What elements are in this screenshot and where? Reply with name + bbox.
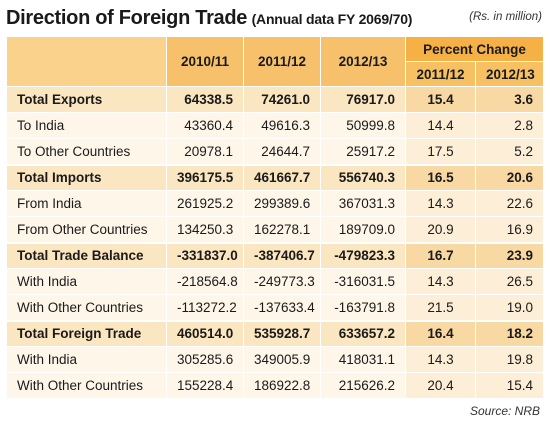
- row-label: Total Trade Balance: [6, 241, 167, 269]
- header-percent-year: 2012/13: [475, 61, 544, 87]
- percent-cell: 5.2: [475, 138, 544, 165]
- table-row: To India 43360.4 49616.3 50999.8 14.4 2.8: [6, 112, 544, 139]
- row-label: Total Exports: [6, 86, 167, 113]
- value-cell: 215626.2: [320, 372, 406, 399]
- value-cell: -479823.3: [320, 241, 406, 269]
- value-cell: 556740.3: [320, 163, 406, 191]
- value-cell: 461667.7: [243, 163, 321, 191]
- value-cell: -387406.7: [243, 241, 321, 269]
- header-year: 2012/13: [320, 36, 406, 87]
- value-cell: -316031.5: [320, 268, 406, 295]
- row-label: With India: [6, 268, 167, 295]
- title-subtitle: (Annual data FY 2069/70): [251, 11, 413, 27]
- value-cell: 74261.0: [243, 86, 321, 113]
- percent-cell: 3.6: [475, 86, 544, 113]
- value-cell: 134250.3: [166, 216, 244, 243]
- page-title: Direction of Foreign Trade (Annual data …: [6, 4, 412, 32]
- percent-cell: 23.9: [475, 241, 544, 269]
- value-cell: 25917.2: [320, 138, 406, 165]
- table-row: To Other Countries 20978.1 24644.7 25917.2 1…: [6, 138, 544, 165]
- table-group-row: Total Imports 396175.5 461667.7 556740.3 16.…: [6, 163, 544, 191]
- percent-cell: 14.3: [405, 190, 476, 217]
- percent-cell: 17.5: [405, 138, 476, 165]
- row-label: Total Foreign Trade: [6, 319, 167, 347]
- value-cell: 162278.1: [243, 216, 321, 243]
- header-blank: [6, 36, 167, 87]
- percent-cell: 16.4: [405, 319, 476, 347]
- table-row: With India 305285.6 349005.9 418031.1 14.3 19…: [6, 346, 544, 373]
- source-note: Source: NRB: [469, 404, 540, 418]
- value-cell: 64338.5: [166, 86, 244, 113]
- value-cell: 261925.2: [166, 190, 244, 217]
- value-cell: 367031.3: [320, 190, 406, 217]
- percent-cell: 19.0: [475, 294, 544, 321]
- table-row: From India 261925.2 299389.6 367031.3 14.3 22…: [6, 190, 544, 217]
- value-cell: -113272.2: [166, 294, 244, 321]
- header-year: 2010/11: [166, 36, 244, 87]
- row-label: From India: [6, 190, 167, 217]
- value-cell: 49616.3: [243, 112, 321, 139]
- value-cell: 299389.6: [243, 190, 321, 217]
- value-cell: 24644.7: [243, 138, 321, 165]
- percent-cell: 19.8: [475, 346, 544, 373]
- header-percent-change: Percent Change: [405, 36, 544, 62]
- units-note: (Rs. in million): [469, 11, 542, 23]
- value-cell: 76917.0: [320, 86, 406, 113]
- percent-cell: 14.4: [405, 112, 476, 139]
- percent-cell: 2.8: [475, 112, 544, 139]
- table-row: From Other Countries 134250.3 162278.1 1897…: [6, 216, 544, 243]
- row-label: With Other Countries: [6, 294, 167, 321]
- value-cell: 186922.8: [243, 372, 321, 399]
- value-cell: 633657.2: [320, 319, 406, 347]
- percent-cell: 21.5: [405, 294, 476, 321]
- table-row: With Other Countries -113272.2 -137633.4 -1…: [6, 294, 544, 321]
- header-year: 2011/12: [243, 36, 321, 87]
- percent-cell: 26.5: [475, 268, 544, 295]
- value-cell: -137633.4: [243, 294, 321, 321]
- percent-cell: 22.6: [475, 190, 544, 217]
- value-cell: -249773.3: [243, 268, 321, 295]
- value-cell: 305285.6: [166, 346, 244, 373]
- header-percent-year: 2011/12: [405, 61, 476, 87]
- percent-cell: 15.4: [475, 372, 544, 399]
- row-label: With Other Countries: [6, 372, 167, 399]
- value-cell: 189709.0: [320, 216, 406, 243]
- percent-cell: 14.3: [405, 346, 476, 373]
- percent-cell: 16.7: [405, 241, 476, 269]
- table-group-row: Total Foreign Trade 460514.0 535928.7 63365…: [6, 319, 544, 347]
- row-label: To India: [6, 112, 167, 139]
- table-group-row: Total Trade Balance -331837.0 -387406.7 -47…: [6, 241, 544, 269]
- value-cell: 349005.9: [243, 346, 321, 373]
- value-cell: 50999.8: [320, 112, 406, 139]
- row-label: From Other Countries: [6, 216, 167, 243]
- title-main: Direction of Foreign Trade: [6, 7, 248, 29]
- table-group-row: Total Exports 64338.5 74261.0 76917.0 15.4 3.…: [6, 86, 544, 113]
- value-cell: 155228.4: [166, 372, 244, 399]
- table-row: With India -218564.8 -249773.3 -316031.5 14.…: [6, 268, 544, 295]
- value-cell: -218564.8: [166, 268, 244, 295]
- value-cell: -163791.8: [320, 294, 406, 321]
- percent-cell: 16.5: [405, 163, 476, 191]
- value-cell: 20978.1: [166, 138, 244, 165]
- value-cell: 460514.0: [166, 319, 244, 347]
- percent-cell: 16.9: [475, 216, 544, 243]
- value-cell: -331837.0: [166, 241, 244, 269]
- percent-cell: 20.4: [405, 372, 476, 399]
- table-row: With Other Countries 155228.4 186922.8 2156…: [6, 372, 544, 399]
- row-label: Total Imports: [6, 163, 167, 191]
- percent-cell: 14.3: [405, 268, 476, 295]
- value-cell: 43360.4: [166, 112, 244, 139]
- row-label: To Other Countries: [6, 138, 167, 165]
- percent-cell: 20.9: [405, 216, 476, 243]
- percent-cell: 15.4: [405, 86, 476, 113]
- trade-table: 2010/11 2011/12 2012/13 Percent Change 2…: [6, 36, 544, 399]
- percent-cell: 18.2: [475, 319, 544, 347]
- table-body: Total Exports 64338.5 74261.0 76917.0 15.4 3.…: [6, 86, 544, 399]
- row-label: With India: [6, 346, 167, 373]
- percent-cell: 20.6: [475, 163, 544, 191]
- value-cell: 418031.1: [320, 346, 406, 373]
- value-cell: 535928.7: [243, 319, 321, 347]
- value-cell: 396175.5: [166, 163, 244, 191]
